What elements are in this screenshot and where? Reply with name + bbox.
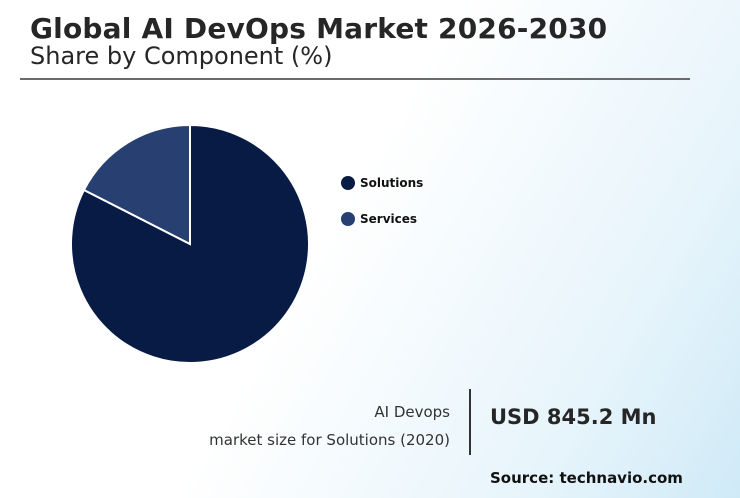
source-credit: Source: technavio.com <box>490 469 683 487</box>
callout-line-1: AI Devops <box>374 403 450 421</box>
legend-item-solutions: Solutions <box>341 174 423 192</box>
chart-subtitle: Share by Component (%) <box>30 42 333 70</box>
legend-swatch-solutions <box>341 176 355 190</box>
legend-label-solutions: Solutions <box>360 176 424 190</box>
callout-divider <box>469 389 471 455</box>
legend-item-services: Services <box>341 210 423 228</box>
legend-swatch-services <box>341 212 355 226</box>
callout-line-2: market size for Solutions (2020) <box>209 431 450 449</box>
legend: Solutions Services <box>341 174 423 246</box>
title-divider <box>20 78 690 80</box>
legend-label-services: Services <box>360 212 418 226</box>
pie-slice-services <box>82 123 191 246</box>
callout-value: USD 845.2 Mn <box>490 405 657 429</box>
callout-description: AI Devops market size for Solutions (202… <box>209 398 450 454</box>
chart-title: Global AI DevOps Market 2026-2030 <box>30 12 608 45</box>
